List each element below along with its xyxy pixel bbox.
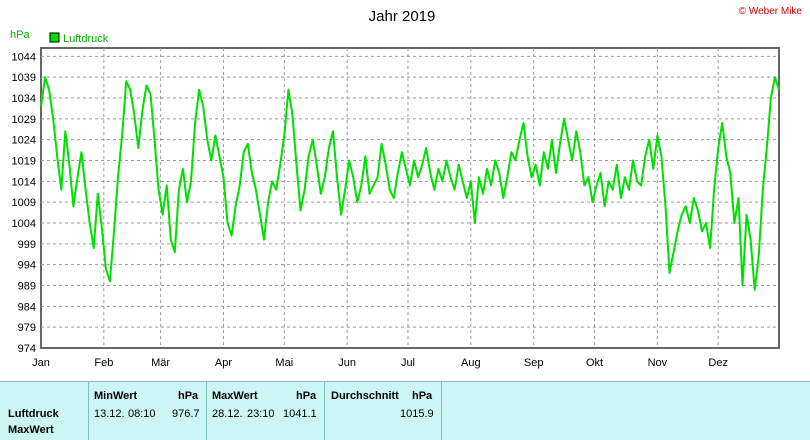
x-tick-label: Jul: [401, 357, 415, 369]
row-label-maxwert: MaxWert: [8, 424, 54, 436]
summary-panel: Luftdruck MaxWert MinWert hPa 13.12. 08:…: [0, 381, 810, 440]
x-tick-label: Apr: [215, 357, 232, 369]
max-unit: hPa: [296, 390, 317, 402]
x-tick-label: Jun: [338, 357, 356, 369]
column-separator: [206, 382, 207, 440]
row-label-luftdruck: Luftdruck: [8, 408, 59, 420]
y-tick-label: 1004: [12, 218, 36, 230]
x-tick-label: Okt: [586, 357, 603, 369]
copyright-label: © Weber Mike: [739, 6, 803, 17]
x-tick-label: Mär: [151, 357, 170, 369]
y-axis: 974 979 984 989 994 999 1004 1009 1014 1019 1024 10…: [12, 51, 36, 355]
grid-lines: [41, 48, 779, 348]
y-tick-label: 1029: [12, 114, 36, 126]
min-unit: hPa: [178, 390, 199, 402]
pressure-chart: Jahr 2019 © Weber Mike hPa Luftdruck 974…: [10, 6, 803, 369]
avg-unit: hPa: [412, 390, 433, 402]
min-value: 976.7: [172, 408, 200, 420]
unit-label: hPa: [10, 29, 30, 41]
series-line-luftdruck: [40, 76, 780, 291]
max-date: 28.12.: [212, 408, 243, 420]
max-time: 23:10: [247, 408, 275, 420]
min-header: MinWert: [94, 390, 138, 402]
y-tick-label: 979: [18, 322, 36, 334]
y-tick-label: 1014: [12, 176, 36, 188]
x-tick-label: Mai: [275, 357, 293, 369]
x-tick-label: Aug: [461, 357, 481, 369]
x-tick-label: Sep: [524, 357, 544, 369]
x-tick-label: Feb: [94, 357, 113, 369]
plot-area: [40, 47, 780, 349]
column-separator: [441, 382, 442, 440]
avg-header: Durchschnitt: [331, 390, 399, 402]
x-tick-label: Nov: [648, 357, 668, 369]
y-tick-label: 1019: [12, 156, 36, 168]
column-separator: [88, 382, 89, 440]
y-tick-label: 1024: [12, 135, 36, 147]
column-separator: [324, 382, 325, 440]
y-tick-label: 1044: [12, 51, 36, 63]
legend-swatch: [49, 32, 60, 43]
max-header: MaxWert: [212, 390, 258, 402]
x-tick-label: Jan: [32, 357, 50, 369]
legend-label: Luftdruck: [63, 33, 109, 45]
y-tick-label: 1039: [12, 72, 36, 84]
y-tick-label: 984: [18, 301, 36, 313]
y-tick-label: 1034: [12, 93, 36, 105]
y-tick-label: 974: [18, 343, 36, 355]
y-tick-label: 989: [18, 281, 36, 293]
avg-value: 1015.9: [400, 408, 434, 420]
y-tick-label: 994: [18, 260, 36, 272]
x-axis: Jan Feb Mär Apr Mai Jun Jul Aug Sep Okt Nov Dez: [32, 357, 728, 369]
y-tick-label: 1009: [12, 197, 36, 209]
min-date: 13.12.: [94, 408, 125, 420]
max-value: 1041.1: [283, 408, 317, 420]
min-time: 08:10: [128, 408, 156, 420]
y-tick-label: 999: [18, 239, 36, 251]
x-tick-label: Dez: [708, 357, 728, 369]
series-group: [40, 76, 780, 291]
chart-title: Jahr 2019: [369, 8, 436, 25]
